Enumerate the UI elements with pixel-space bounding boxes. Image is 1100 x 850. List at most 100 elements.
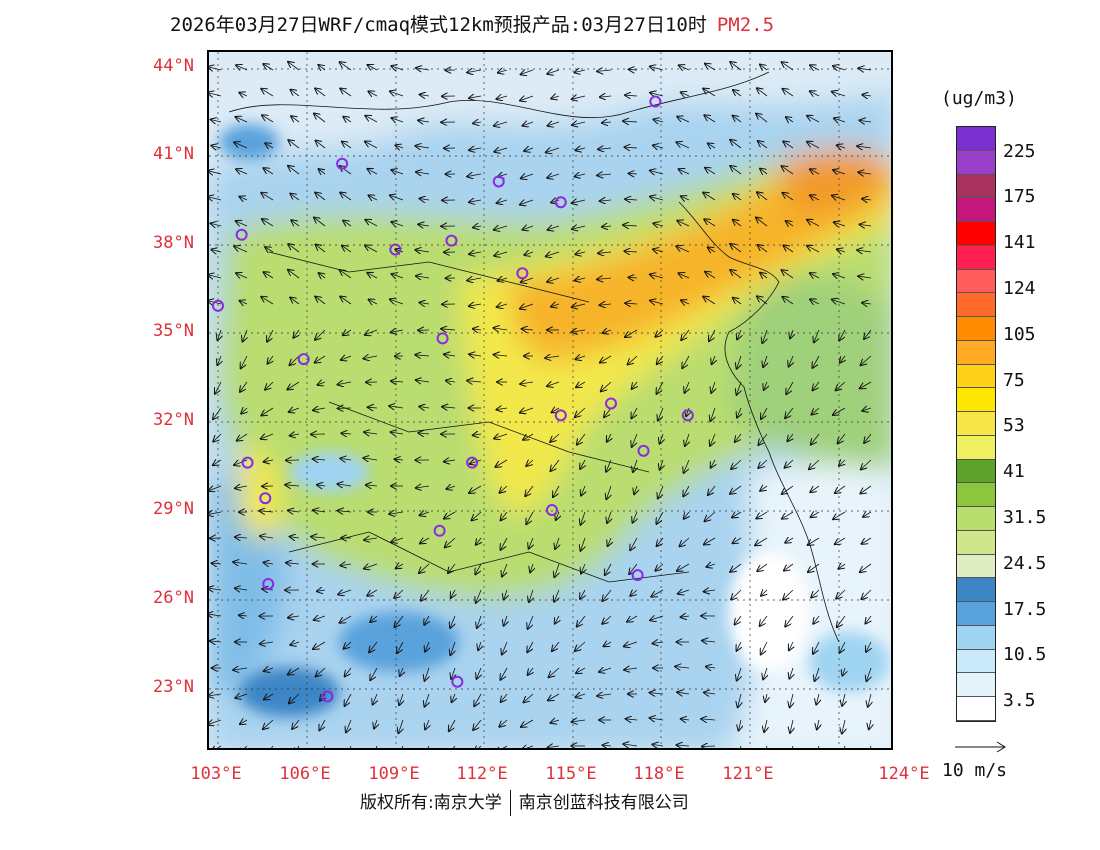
wind-arrow — [680, 537, 690, 546]
colorbar-unit: (ug/m3) — [941, 88, 1017, 109]
wind-arrow — [313, 510, 326, 512]
wind-arrow — [469, 354, 482, 356]
wind-arrow — [318, 65, 325, 70]
wind-arrow — [234, 246, 248, 253]
lat-label-26: 26°N — [153, 588, 194, 608]
wind-arrow — [860, 563, 872, 572]
wind-arrow — [342, 246, 352, 253]
wind-arrow — [551, 304, 560, 307]
footer-credits: 版权所有:南京大学 南京创蓝科技有限公司 — [360, 788, 689, 816]
wind-arrow — [658, 485, 664, 499]
wind-arrow — [757, 192, 768, 201]
wind-arrow — [575, 278, 586, 281]
wind-arrow — [391, 538, 404, 542]
wind-arrow — [391, 432, 404, 434]
wind-arrow — [419, 407, 430, 409]
wind-arrow — [807, 142, 820, 149]
wind-arrow — [580, 589, 585, 599]
wind-arrow — [551, 96, 560, 99]
wind-arrow — [862, 199, 872, 200]
wind-arrow — [270, 745, 274, 748]
colorbar-segment — [957, 602, 995, 626]
colorbar-tick: 31.5 — [1003, 507, 1047, 528]
wind-arrow — [474, 746, 482, 748]
wind-arrow — [211, 223, 222, 226]
wind-arrow — [415, 146, 430, 148]
wind-arrow — [290, 537, 300, 538]
station-marker — [451, 675, 464, 688]
wind-arrow — [704, 219, 716, 227]
wind-arrow — [812, 355, 820, 368]
wind-arrow — [862, 589, 872, 599]
wind-arrow — [757, 88, 768, 97]
wind-arrow — [833, 511, 846, 519]
wind-arrow — [655, 563, 664, 571]
wind-arrow — [602, 226, 612, 227]
wind-arrow — [317, 485, 326, 486]
wind-arrow — [712, 355, 715, 364]
colorbar-segment — [957, 340, 995, 365]
wind-arrow — [629, 277, 638, 278]
wind-arrow — [782, 270, 794, 279]
wind-arrow — [212, 563, 222, 564]
wind-arrow — [528, 615, 534, 629]
wind-arrow — [608, 537, 611, 546]
wind-arrow — [650, 301, 664, 305]
wind-arrow — [395, 459, 404, 460]
wind-arrow — [340, 458, 352, 460]
wind-arrow — [782, 297, 794, 305]
wind-arrow — [217, 355, 221, 365]
wind-arrow — [730, 62, 742, 71]
wind-arrow — [572, 122, 586, 125]
wind-arrow — [784, 563, 794, 571]
wind-arrow — [783, 193, 794, 201]
wind-arrow — [209, 171, 222, 174]
wind-arrow — [650, 718, 664, 720]
station-marker — [262, 578, 275, 591]
wind-arrow — [660, 433, 663, 444]
wind-arrow — [522, 329, 534, 330]
wind-arrow — [209, 588, 222, 590]
wind-arrow — [706, 564, 716, 567]
wind-arrow — [267, 329, 274, 342]
wind-arrow — [341, 356, 352, 360]
wind-arrow — [575, 641, 586, 651]
wind-arrow — [425, 641, 429, 652]
colorbar-tick: 225 — [1003, 141, 1036, 162]
wind-arrow — [783, 589, 794, 600]
wind-arrow — [606, 459, 611, 472]
wind-arrow — [733, 298, 742, 305]
station-marker — [516, 267, 529, 280]
wind-arrow — [211, 146, 222, 148]
wind-arrow — [650, 93, 664, 96]
wind-arrow — [470, 460, 482, 464]
wind-arrow — [684, 511, 689, 519]
wind-arrow — [761, 641, 768, 655]
wind-arrow — [857, 146, 872, 148]
wind-arrow — [467, 278, 482, 281]
wind-arrow — [528, 667, 533, 675]
wind-arrow — [501, 537, 508, 550]
wind-arrow — [837, 249, 846, 252]
wind-arrow — [290, 194, 300, 201]
wind-arrow — [556, 511, 559, 520]
wind-arrow — [836, 589, 846, 599]
wind-arrow — [739, 719, 742, 731]
wind-arrow — [623, 121, 638, 122]
wind-arrow — [394, 589, 404, 598]
wind-arrow — [391, 66, 404, 70]
wind-arrow — [504, 615, 507, 626]
station-marker — [649, 95, 662, 108]
wind-arrow — [419, 303, 430, 305]
wind-arrow — [288, 140, 300, 149]
lon-label-103: 103°E — [190, 764, 242, 784]
wind-arrow — [467, 70, 482, 73]
wind-arrow — [209, 720, 222, 725]
wind-arrow — [705, 272, 716, 279]
wind-arrow — [425, 667, 430, 681]
wind-arrow — [685, 381, 690, 393]
wind-arrow — [494, 148, 508, 152]
colorbar-segment — [957, 222, 995, 246]
wind-arrow — [810, 299, 820, 304]
wind-arrow — [498, 278, 508, 281]
